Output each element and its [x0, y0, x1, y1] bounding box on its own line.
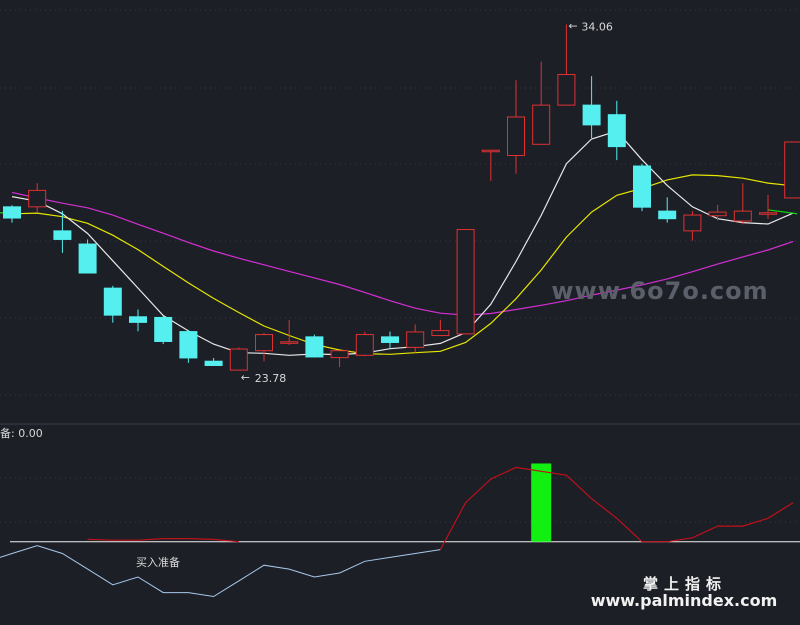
candle-18 — [456, 229, 475, 335]
buy-signal-bar — [531, 463, 552, 542]
ma-magenta-line — [11, 191, 794, 316]
candle-body-30 — [759, 212, 777, 215]
candle-7 — [179, 329, 198, 363]
candle-22 — [557, 24, 576, 106]
candle-16 — [406, 324, 425, 353]
indicator-small-red-line — [87, 537, 239, 543]
indicator-red-line — [439, 466, 794, 550]
candle-body-1 — [28, 189, 47, 208]
candle-31 — [784, 141, 800, 199]
candle-9 — [229, 347, 248, 371]
candle-1 — [28, 183, 47, 213]
candle-body-4 — [103, 287, 122, 316]
candle-body-12 — [305, 336, 324, 358]
candle-body-13 — [330, 350, 349, 359]
candle-5 — [129, 309, 147, 332]
candle-3 — [78, 239, 97, 274]
candle-body-25 — [633, 165, 651, 208]
candle-body-6 — [154, 316, 173, 342]
candle-body-16 — [406, 331, 425, 348]
candle-body-19 — [481, 149, 500, 153]
high-arrow: ← — [568, 19, 577, 32]
candle-11 — [280, 320, 299, 346]
candle-30 — [759, 194, 777, 219]
candle-8 — [204, 357, 223, 366]
candle-body-21 — [532, 104, 551, 145]
low-price-label: 23.78 — [255, 372, 286, 385]
candle-body-31 — [784, 141, 800, 199]
ma-white-line — [11, 130, 794, 356]
candle-body-11 — [280, 341, 299, 344]
candle-13 — [330, 350, 349, 368]
candle-body-29 — [733, 210, 752, 222]
candle-28 — [708, 204, 727, 221]
candle-14 — [355, 331, 374, 357]
candle-body-17 — [431, 330, 450, 337]
candle-17 — [431, 319, 450, 337]
candle-24 — [607, 100, 626, 161]
candle-body-7 — [179, 331, 198, 359]
candle-body-0 — [3, 206, 21, 219]
candle-body-28 — [708, 211, 727, 217]
low-arrow: ← — [241, 371, 250, 384]
moving-averages — [0, 130, 798, 356]
high-price-label: 34.06 — [581, 20, 613, 33]
candle-6 — [154, 315, 173, 345]
grid — [0, 9, 800, 523]
candle-4 — [103, 285, 122, 323]
candle-body-20 — [507, 116, 525, 156]
candle-body-22 — [557, 74, 576, 106]
candle-27 — [683, 211, 702, 241]
candle-body-15 — [381, 336, 399, 343]
candle-body-9 — [229, 348, 248, 371]
candle-body-5 — [129, 316, 147, 323]
candle-19 — [481, 149, 500, 181]
candles — [3, 24, 800, 371]
candle-29 — [733, 183, 752, 225]
candle-21 — [532, 61, 551, 145]
candle-25 — [633, 163, 651, 212]
candle-body-27 — [683, 214, 702, 232]
candle-body-24 — [607, 114, 626, 148]
candle-body-2 — [53, 230, 72, 240]
candle-10 — [255, 332, 273, 362]
candle-20 — [507, 80, 525, 174]
candle-26 — [658, 197, 677, 223]
indicator-blue-line — [0, 545, 441, 598]
indicator-title: 备: 0.00 — [0, 426, 43, 440]
buy-prepare-annotation: 买入准备 — [136, 555, 180, 569]
indicator-panel — [0, 463, 800, 598]
candle-body-3 — [78, 243, 97, 274]
brand-watermark: 掌上指标 — [643, 575, 727, 593]
center-watermark: www.6o7o.com — [551, 277, 768, 305]
candle-0 — [3, 205, 21, 223]
candle-body-8 — [204, 360, 223, 366]
candle-body-14 — [355, 334, 374, 356]
ma-yellow-line — [11, 174, 794, 355]
candle-12 — [305, 334, 324, 358]
candle-15 — [381, 331, 399, 349]
candle-body-18 — [456, 229, 475, 335]
candle-2 — [53, 210, 72, 253]
candle-23 — [582, 76, 601, 139]
candle-body-23 — [582, 104, 601, 126]
candle-body-10 — [255, 334, 273, 352]
url-watermark: www.palmindex.com — [591, 591, 778, 610]
candle-body-26 — [658, 210, 677, 220]
ma-green-segment — [767, 209, 798, 215]
